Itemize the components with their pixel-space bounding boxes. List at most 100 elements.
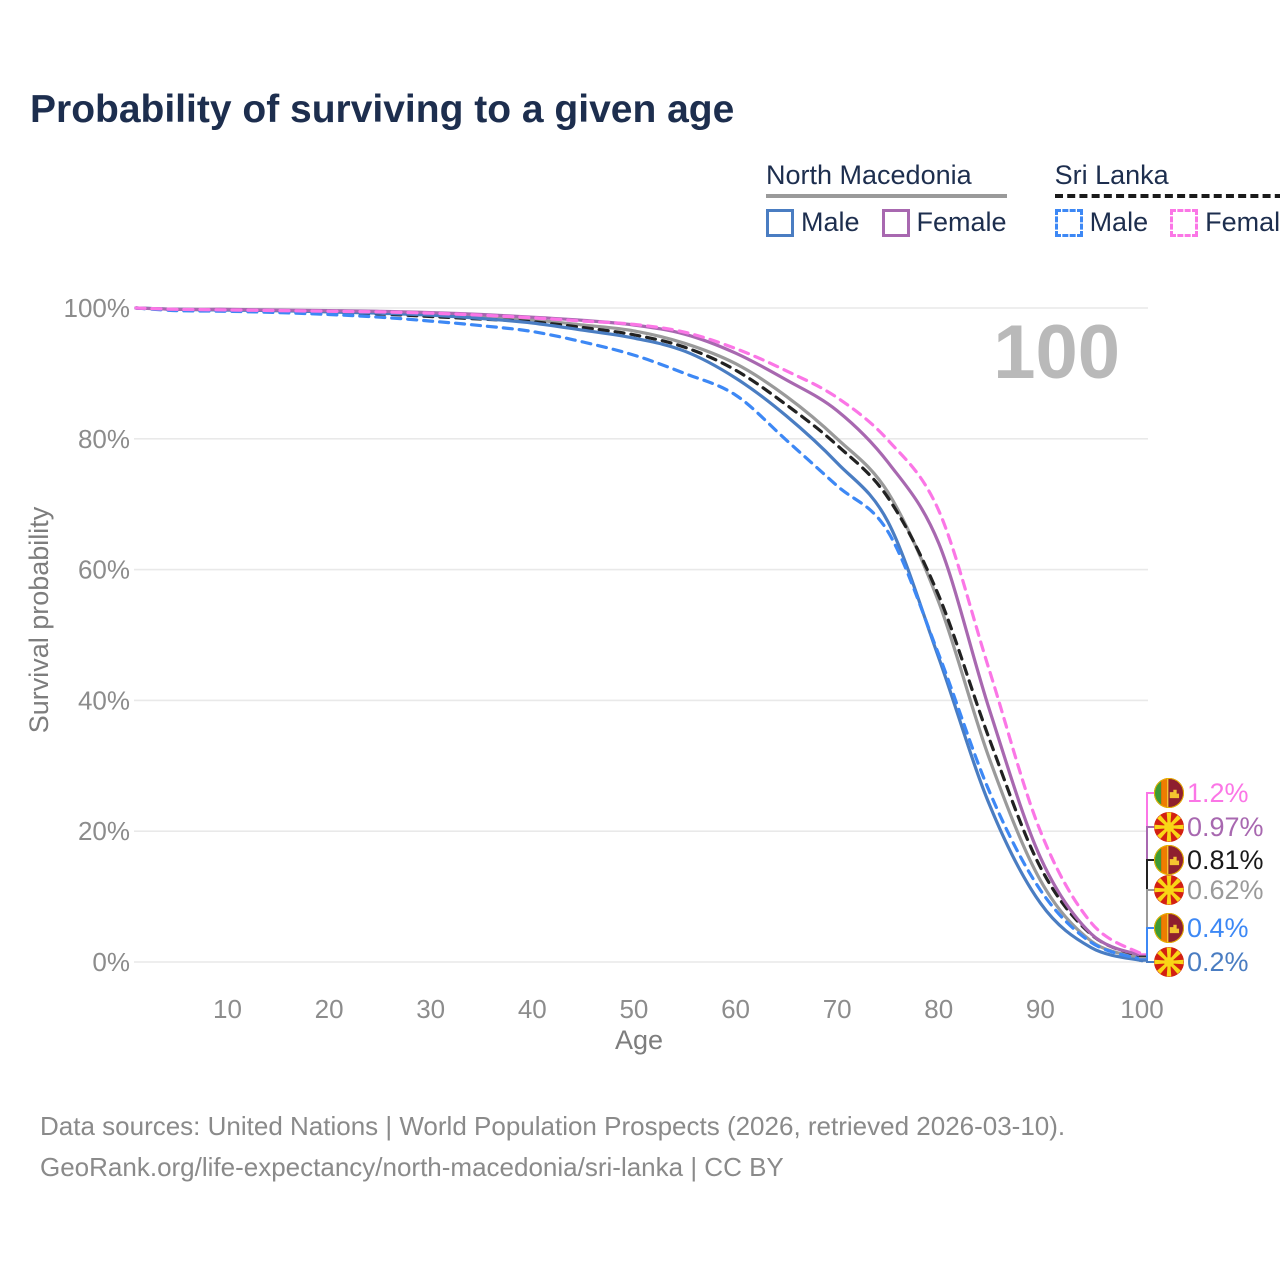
x-tick-label: 20 (315, 994, 344, 1024)
sun-ray (1170, 891, 1181, 902)
series-line-sl-total (134, 306, 1144, 959)
legend-item-nm-female[interactable]: Female (881, 207, 1007, 238)
series-line-nm-female (134, 306, 1144, 958)
sun-ray (1166, 812, 1172, 824)
nm-female-swatch-icon (881, 208, 910, 237)
sun-ray (1166, 875, 1172, 887)
legend-item-sl-female[interactable]: Female (1170, 207, 1280, 238)
end-label-value: 0.62% (1187, 875, 1264, 905)
sun-ray (1157, 815, 1168, 826)
legend-item-nm-male[interactable]: Male (766, 207, 860, 238)
sun-ray (1170, 828, 1181, 839)
y-tick-label: 0% (92, 947, 130, 977)
y-axis-title: Survival probability (24, 506, 54, 733)
flag-ring (1154, 845, 1184, 875)
sun-ray (1170, 963, 1181, 974)
end-label-sl-male: 0.4% (1154, 913, 1249, 943)
y-tick-label: 100% (64, 293, 131, 323)
y-tick-label: 40% (78, 685, 130, 715)
x-tick-label: 40 (518, 994, 547, 1024)
series-line-sl-male (134, 306, 1144, 961)
legend-header-sri-lanka: Sri Lanka (1054, 160, 1280, 198)
sun-ray (1157, 891, 1168, 902)
legend-item-label: Male (801, 207, 860, 237)
x-tick-label: 60 (721, 994, 750, 1024)
sun-ray (1170, 950, 1181, 961)
y-tick-label: 80% (78, 424, 130, 454)
x-tick-label: 10 (213, 994, 242, 1024)
sun-ray (1157, 950, 1168, 961)
y-gridlines (134, 307, 1148, 963)
series-line-nm-male (134, 306, 1144, 963)
end-label-nm-total: 0.62% (1154, 875, 1264, 905)
data-sources-text: Data sources: United Nations | World Pop… (40, 1111, 1066, 1141)
x-tick-label: 70 (823, 994, 852, 1024)
sun-ray (1172, 959, 1184, 965)
saffron-stripe (1161, 778, 1167, 808)
sun-ray (1157, 963, 1168, 974)
saffron-stripe (1161, 913, 1167, 943)
sun-ray (1170, 878, 1181, 889)
legend-header-north-macedonia: North Macedonia (766, 160, 1007, 198)
end-label-sl-female: 1.2% (1154, 778, 1249, 808)
end-label-nm-female: 0.97% (1154, 812, 1264, 842)
x-tick-label: 50 (619, 994, 648, 1024)
sun-ray (1157, 828, 1168, 839)
sun-ray (1166, 893, 1172, 905)
y-tick-label: 60% (78, 555, 130, 585)
sl-male-swatch-icon (1054, 208, 1083, 237)
end-label-nm-male: 0.2% (1154, 947, 1249, 977)
sun-ray (1154, 959, 1166, 965)
lion-glyph (1169, 924, 1180, 934)
sun-disc (1164, 957, 1174, 967)
gold-divider (1166, 845, 1169, 875)
legend-group-north-macedonia: North Macedonia Male Female (766, 160, 1007, 238)
leader-line-sl-male (1139, 927, 1154, 961)
attribution-text: GeoRank.org/life-expectancy/north-macedo… (40, 1152, 784, 1182)
leader-line-nm-male (1139, 959, 1154, 963)
leader-line-nm-total (1139, 889, 1154, 959)
sun-disc (1164, 822, 1174, 832)
green-stripe (1154, 778, 1162, 808)
sun-ray (1157, 878, 1168, 889)
chart-title: Probability of surviving to a given age (30, 88, 735, 131)
end-label-value: 0.81% (1187, 845, 1264, 875)
watermark-age-100: 100 (993, 310, 1120, 395)
footer: Data sources: United Nations | World Pop… (40, 1106, 1065, 1188)
end-label-value: 0.97% (1187, 812, 1264, 842)
sun-ray (1154, 824, 1166, 830)
x-axis-title: Age (615, 1025, 663, 1055)
sun-ray (1172, 887, 1184, 893)
sun-ray (1166, 947, 1172, 959)
gold-divider (1166, 913, 1169, 943)
end-label-value: 0.4% (1187, 913, 1249, 943)
sun-ray (1166, 965, 1172, 977)
sun-ray (1170, 815, 1181, 826)
x-tick-label: 30 (416, 994, 445, 1024)
sl-female-swatch-icon (1170, 208, 1199, 237)
flag-ring (1154, 913, 1184, 943)
sun-disc (1164, 885, 1174, 895)
green-stripe (1154, 845, 1162, 875)
sun-ray (1172, 824, 1184, 830)
green-stripe (1154, 913, 1162, 943)
series-line-nm-total (134, 306, 1144, 960)
end-label-sl-total: 0.81% (1154, 845, 1264, 875)
y-tick-label: 20% (78, 816, 130, 846)
legend-group-sri-lanka: Sri Lanka Male Female (1054, 160, 1280, 238)
legend-item-sl-male[interactable]: Male (1054, 207, 1148, 238)
end-label-value: 0.2% (1187, 947, 1249, 977)
legend-item-label: Female (916, 207, 1007, 237)
legend: North Macedonia Male Female Sri Lanka Ma… (766, 160, 1280, 238)
gold-divider (1166, 778, 1169, 808)
x-tick-label: 80 (924, 994, 953, 1024)
end-label-value: 1.2% (1187, 778, 1249, 808)
nm-male-swatch-icon (766, 208, 794, 237)
flag-ring (1154, 778, 1184, 808)
series-line-sl-female (134, 306, 1144, 956)
legend-item-label: Female (1205, 207, 1280, 237)
x-tick-label: 90 (1026, 994, 1055, 1024)
saffron-stripe (1161, 845, 1167, 875)
